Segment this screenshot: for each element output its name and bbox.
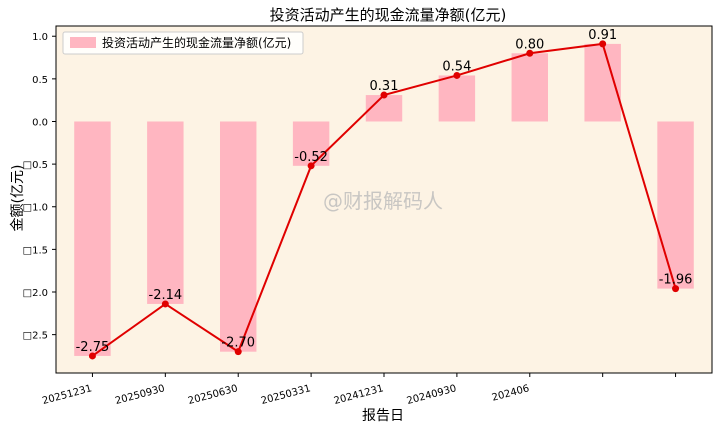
x-tick-label: 20250630 (187, 383, 239, 407)
data-label: -2.75 (76, 340, 110, 355)
line-point (453, 71, 461, 79)
x-tick-label: 20240930 (406, 383, 458, 407)
y-tick-label: 0.0 (32, 117, 48, 128)
x-axis-label: 报告日 (362, 408, 404, 424)
x-tick-label: 20250331 (260, 383, 312, 407)
y-axis-label: 金额(亿元) (10, 165, 26, 232)
y-tick-label: 0.5 (32, 75, 48, 86)
y-tick-label: □2.5 (23, 331, 48, 342)
x-tick-label: 20251231 (41, 383, 93, 407)
x-tick-label: 20250930 (114, 383, 166, 407)
bar (584, 43, 621, 122)
line-point (380, 91, 388, 99)
data-label: -0.52 (294, 150, 328, 165)
x-tick-label: 20241231 (333, 383, 385, 407)
x-tick-label: 202406 (491, 383, 531, 404)
line-point (526, 49, 534, 57)
y-tick-label: □1.5 (23, 245, 48, 256)
line-point (672, 285, 680, 293)
bar (657, 121, 694, 289)
data-label: -1.96 (659, 273, 693, 288)
bar (74, 121, 111, 356)
data-label: 0.91 (588, 28, 617, 43)
legend: 投资活动产生的现金流量净额(亿元) (62, 31, 304, 55)
bar (292, 121, 330, 166)
line-point (307, 162, 315, 170)
bar (511, 53, 548, 122)
bar (438, 75, 476, 122)
data-label: -2.14 (149, 288, 183, 303)
legend-swatch (70, 37, 96, 48)
line-point (88, 352, 96, 360)
bar (365, 95, 403, 122)
data-label: -2.70 (221, 336, 255, 351)
y-tick-label: □0.5 (23, 160, 48, 171)
chart-title: 投资活动产生的现金流量净额(亿元) (270, 6, 507, 24)
line-point (234, 348, 242, 356)
legend-label: 投资活动产生的现金流量净额(亿元) (102, 35, 291, 50)
bar (220, 121, 257, 352)
line-point (599, 40, 607, 48)
data-label: 0.54 (442, 59, 471, 74)
data-label: 0.31 (370, 79, 399, 94)
y-tick-label: □1.0 (23, 203, 48, 214)
y-tick-label: □2.0 (23, 288, 48, 299)
line-point (161, 300, 169, 308)
y-tick-label: 1.0 (32, 32, 48, 43)
watermark: @财报解码人 (323, 189, 443, 213)
bar (147, 121, 184, 304)
data-label: 0.80 (515, 37, 544, 52)
